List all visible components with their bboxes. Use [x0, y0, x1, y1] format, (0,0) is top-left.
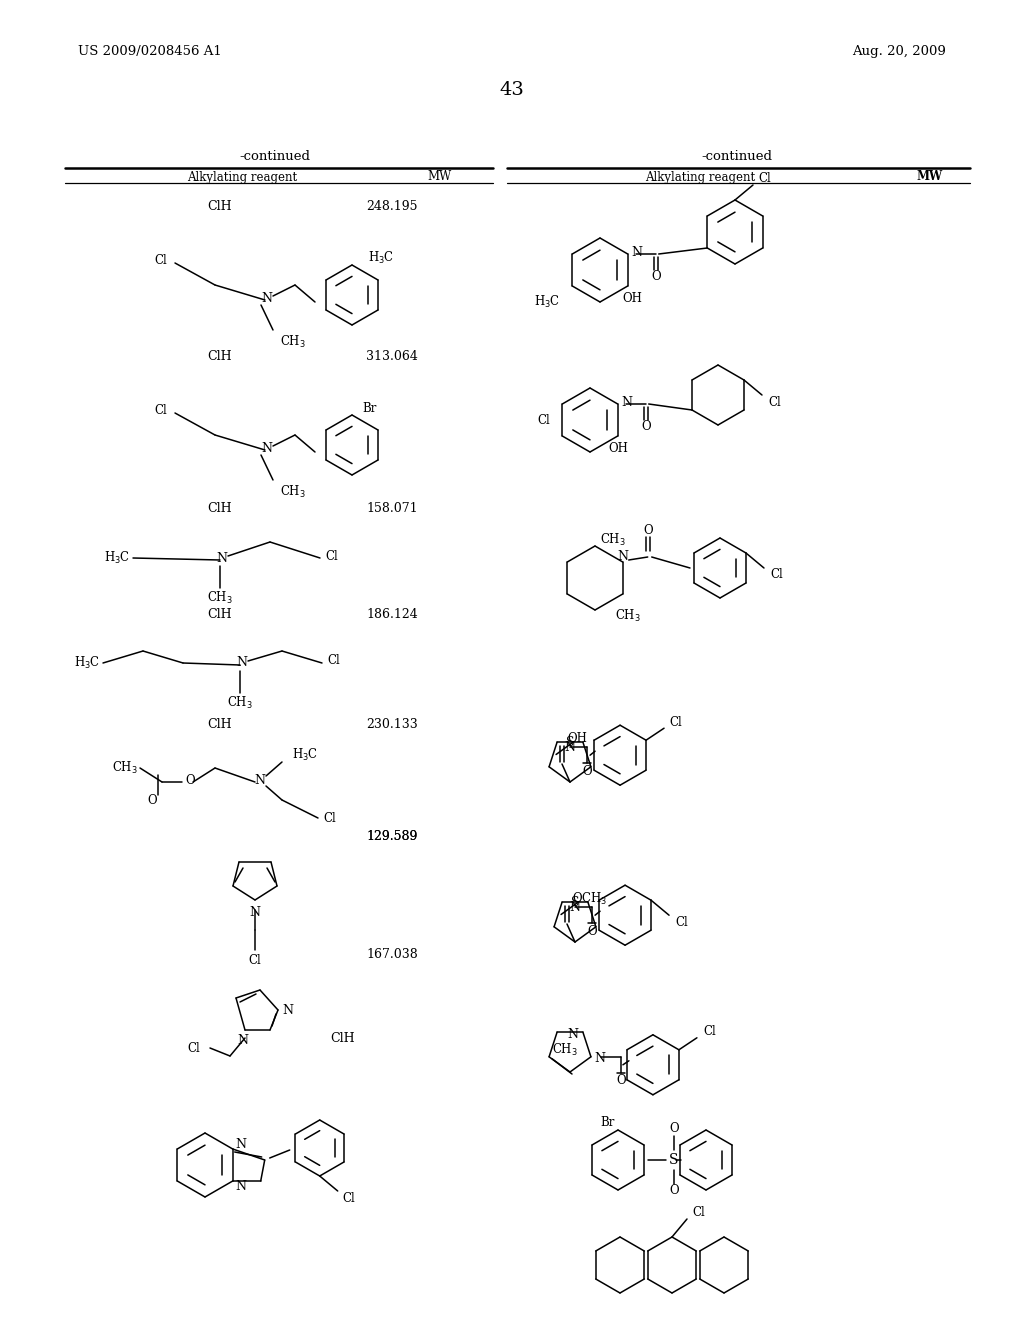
Text: US 2009/0208456 A1: US 2009/0208456 A1	[78, 45, 222, 58]
Text: N: N	[216, 552, 227, 565]
Text: CH$_3$: CH$_3$	[112, 760, 138, 776]
Text: H$_3$C: H$_3$C	[292, 747, 318, 763]
Text: H$_3$C: H$_3$C	[534, 294, 560, 310]
Text: Cl: Cl	[155, 253, 167, 267]
Text: N: N	[622, 396, 633, 408]
Text: MW: MW	[428, 170, 453, 183]
Text: ClH: ClH	[208, 199, 232, 213]
Text: Cl: Cl	[692, 1205, 705, 1218]
Text: Cl: Cl	[325, 549, 338, 562]
Text: Cl: Cl	[327, 655, 340, 668]
Text: N: N	[261, 292, 272, 305]
Text: O: O	[616, 1074, 626, 1088]
Text: ClH: ClH	[208, 350, 232, 363]
Text: CH$_3$: CH$_3$	[207, 590, 232, 606]
Text: 230.133: 230.133	[366, 718, 418, 730]
Text: H$_3$C: H$_3$C	[74, 655, 100, 671]
Text: -continued: -continued	[240, 150, 310, 164]
Text: Cl: Cl	[323, 812, 336, 825]
Text: OH: OH	[608, 441, 628, 454]
Text: O: O	[670, 1122, 679, 1135]
Text: 167.038: 167.038	[366, 948, 418, 961]
Text: Cl: Cl	[538, 413, 550, 426]
Text: N: N	[617, 550, 628, 564]
Text: Alkylating reagent: Alkylating reagent	[187, 170, 297, 183]
Text: Cl: Cl	[702, 1026, 716, 1039]
Text: Cl: Cl	[155, 404, 167, 417]
Text: N: N	[632, 246, 643, 259]
Text: N: N	[236, 1138, 247, 1151]
Text: Cl: Cl	[768, 396, 780, 408]
Text: OH: OH	[622, 292, 642, 305]
Text: O: O	[641, 421, 650, 433]
Text: N: N	[237, 656, 248, 669]
Text: ClH: ClH	[208, 718, 232, 730]
Text: S: S	[571, 896, 580, 908]
Text: 248.195: 248.195	[366, 199, 418, 213]
Text: 186.124: 186.124	[366, 609, 418, 622]
Text: CH$_3$: CH$_3$	[600, 532, 626, 548]
Text: O: O	[147, 793, 157, 807]
Text: N: N	[569, 900, 580, 913]
Text: CH$_3$: CH$_3$	[552, 1043, 578, 1059]
Text: Br: Br	[601, 1115, 615, 1129]
Text: ClH: ClH	[208, 502, 232, 515]
Text: Alkylating reagent: Alkylating reagent	[645, 170, 755, 183]
Text: Cl: Cl	[758, 172, 771, 185]
Text: N: N	[564, 741, 575, 754]
Text: H$_3$C: H$_3$C	[103, 550, 130, 566]
Text: O: O	[670, 1184, 679, 1197]
Text: O: O	[583, 764, 592, 777]
Text: N: N	[567, 1028, 578, 1040]
Text: N: N	[282, 1003, 293, 1016]
Text: Cl: Cl	[675, 916, 688, 929]
Text: ClH: ClH	[208, 609, 232, 622]
Text: O: O	[587, 925, 597, 937]
Text: 129.589: 129.589	[366, 829, 418, 842]
Text: ClH: ClH	[330, 1031, 354, 1044]
Text: N: N	[236, 1180, 247, 1192]
Text: Br: Br	[362, 401, 377, 414]
Text: Cl: Cl	[770, 569, 782, 582]
Text: 43: 43	[500, 81, 524, 99]
Text: -continued: -continued	[701, 150, 772, 164]
Text: N: N	[250, 906, 260, 919]
Text: OH: OH	[567, 733, 587, 746]
Text: CH$_3$: CH$_3$	[280, 334, 306, 350]
Text: O: O	[643, 524, 652, 536]
Text: Cl: Cl	[249, 954, 261, 968]
Text: Aug. 20, 2009: Aug. 20, 2009	[852, 45, 946, 58]
Text: CH$_3$: CH$_3$	[227, 694, 253, 711]
Text: N: N	[594, 1052, 605, 1065]
Text: S: S	[566, 735, 574, 748]
Text: O: O	[651, 271, 660, 284]
Text: N: N	[238, 1034, 249, 1047]
Text: OCH$_3$: OCH$_3$	[572, 891, 607, 907]
Text: MW: MW	[916, 170, 943, 183]
Text: CH$_3$: CH$_3$	[615, 609, 641, 624]
Text: S: S	[670, 1152, 679, 1167]
Text: Cl: Cl	[187, 1041, 200, 1055]
Text: N: N	[255, 774, 265, 787]
Text: 313.064: 313.064	[366, 350, 418, 363]
Text: N: N	[261, 441, 272, 454]
Text: 158.071: 158.071	[366, 502, 418, 515]
Text: H$_3$C: H$_3$C	[368, 249, 394, 267]
Text: O: O	[185, 774, 195, 787]
Text: CH$_3$: CH$_3$	[280, 484, 306, 500]
Text: Cl: Cl	[669, 715, 682, 729]
Text: 129.589: 129.589	[366, 829, 418, 842]
Text: Cl: Cl	[343, 1192, 355, 1205]
